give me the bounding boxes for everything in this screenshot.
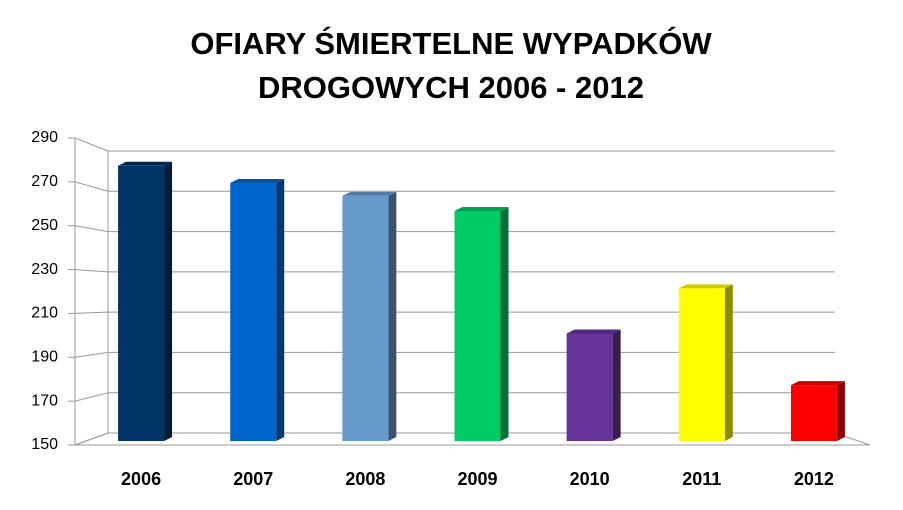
x-tick-label: 2011	[682, 469, 721, 489]
bar	[678, 288, 725, 441]
bar-side	[500, 206, 509, 441]
bar-top	[678, 284, 733, 289]
y-tick-label: 150	[31, 436, 58, 453]
x-tick-label: 2009	[457, 469, 497, 489]
grid-line	[74, 311, 835, 314]
y-tick-label: 210	[31, 305, 58, 322]
bar-side	[276, 179, 285, 441]
bar	[230, 183, 277, 441]
bar	[790, 385, 837, 441]
grid-line	[74, 137, 835, 152]
bar	[454, 210, 501, 441]
bar-top	[230, 179, 285, 183]
x-tick-label: 2012	[794, 469, 834, 489]
bar-side	[388, 191, 397, 441]
x-tick-label: 2006	[121, 469, 161, 489]
x-tick-label: 2008	[345, 469, 385, 489]
y-tick-label: 170	[31, 392, 58, 409]
bar-side	[836, 381, 845, 441]
bar-top	[342, 191, 397, 196]
x-tick-label: 2007	[233, 469, 273, 489]
chart-title: OFIARY ŚMIERTELNE WYPADKÓW DROGOWYCH 200…	[190, 26, 712, 105]
bar	[342, 195, 389, 441]
grid-line	[74, 225, 835, 233]
bar-side	[724, 284, 733, 441]
bar-top	[566, 329, 621, 334]
y-tick-label: 190	[31, 349, 58, 366]
bar	[566, 333, 613, 441]
y-tick-label: 250	[31, 217, 58, 234]
y-tick-label: 270	[31, 173, 58, 190]
bar	[118, 165, 165, 442]
bar-side	[164, 161, 173, 442]
grid-line	[74, 269, 835, 273]
bar-side	[612, 329, 621, 441]
bar-top	[790, 381, 845, 386]
y-tick-label: 230	[31, 261, 58, 278]
bar-top	[454, 206, 509, 211]
x-tick-label: 2010	[570, 469, 610, 489]
grid-line	[74, 181, 835, 192]
y-tick-label: 290	[31, 129, 58, 146]
bar-top	[118, 161, 173, 166]
